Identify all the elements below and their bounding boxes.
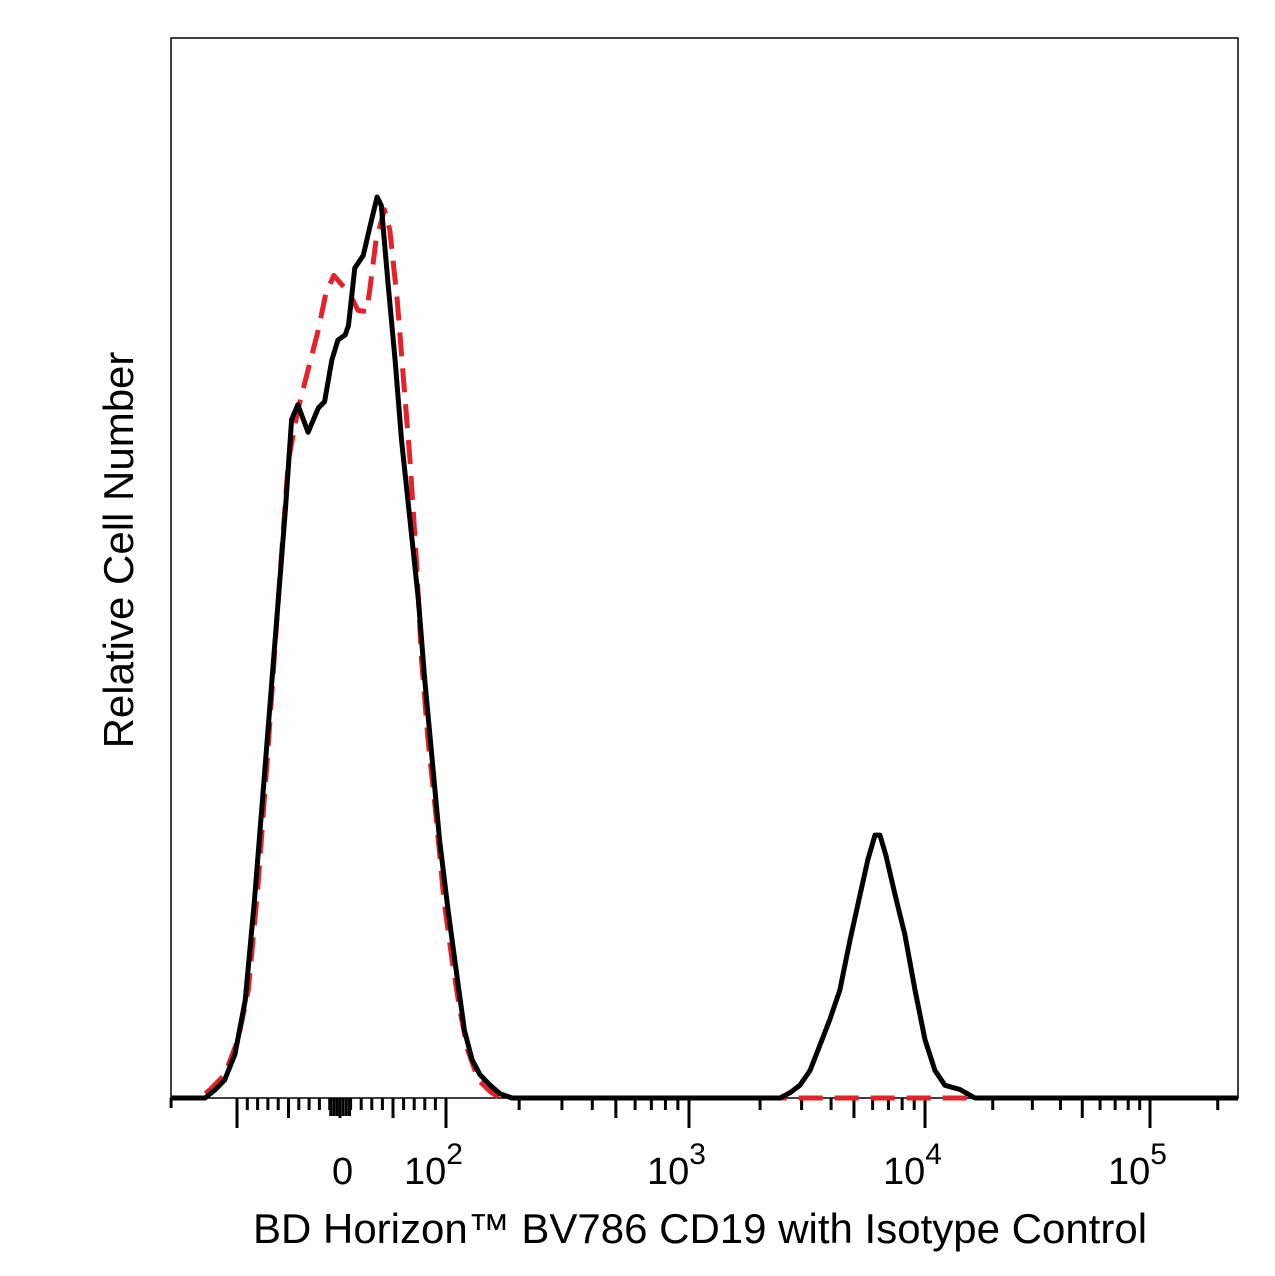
x-tick-label: 105: [1108, 1138, 1167, 1193]
x-tick-label: 104: [883, 1138, 942, 1193]
x-tick-label: 0: [332, 1151, 353, 1193]
x-axis-label: BD Horizon™ BV786 CD19 with Isotype Cont…: [253, 1205, 1147, 1252]
x-tick-label: 103: [647, 1138, 706, 1193]
series-group: [171, 194, 1238, 1101]
isotype-control-line: [171, 207, 1238, 1101]
x-axis-ticks: [169, 1098, 1220, 1128]
cd19-stained-line: [171, 194, 1238, 1101]
x-tick-labels: 0 102 103 104 105: [332, 1138, 1167, 1193]
x-tick-label: 102: [404, 1138, 463, 1193]
plot-frame: [170, 37, 1239, 1099]
y-axis-label: Relative Cell Number: [95, 352, 142, 749]
